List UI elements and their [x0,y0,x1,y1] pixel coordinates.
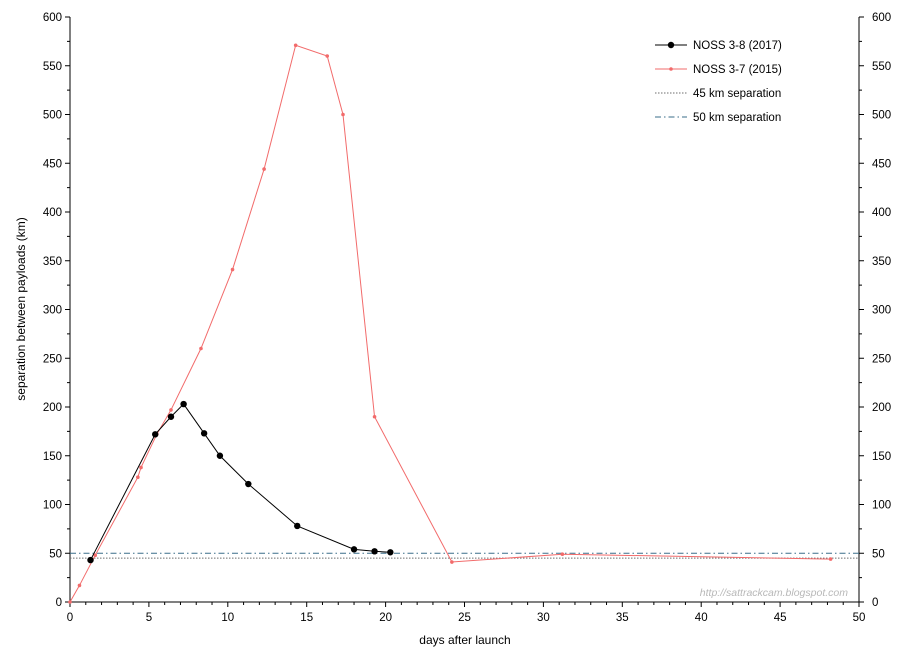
x-tick-label: 5 [146,612,152,624]
series-line [69,44,831,603]
legend-marker [669,67,673,71]
data-point [371,548,378,555]
x-tick-label: 45 [774,612,787,624]
y-tick-label-right: 350 [872,256,891,268]
y-tick-label-right: 50 [872,548,885,560]
legend-label: 50 km separation [693,112,781,124]
data-point [293,43,298,48]
data-point [450,560,454,564]
y-tick-label-right: 250 [872,353,891,365]
y-tick-label-left: 100 [43,500,62,512]
y-tick-label-right: 100 [872,500,891,512]
y-tick-label-left: 200 [43,402,62,414]
y-tick-label-left: 50 [49,548,62,560]
x-tick-label: 20 [379,612,392,624]
y-tick-label-left: 450 [43,158,62,170]
data-point [560,552,565,557]
y-tick-label-right: 450 [872,158,891,170]
y-tick-label-right: 400 [872,207,891,219]
data-point [216,452,224,459]
y-tick-label-left: 250 [43,353,62,365]
y-tick-label-right: 600 [872,12,891,24]
data-point [200,430,208,437]
data-point [152,431,159,438]
x-tick-label: 15 [300,612,313,624]
y-tick-label-left: 0 [56,597,62,609]
y-axis-title: separation between payloads (km) [14,217,28,400]
x-tick-label: 0 [67,612,73,624]
y-tick-label-right: 550 [872,61,891,73]
y-tick-label-right: 0 [872,597,878,609]
y-tick-label-left: 550 [43,61,62,73]
data-point [180,400,187,408]
data-point [139,465,143,470]
data-point [93,553,98,557]
legend-marker [667,41,675,49]
data-point [294,522,301,530]
data-point [230,267,235,272]
x-tick-label: 25 [458,612,471,624]
legend-label: NOSS 3-8 (2017) [693,40,782,52]
data-point [87,556,94,564]
legend-label: NOSS 3-7 (2015) [693,64,782,76]
data-point [169,408,173,412]
legend-label: 45 km separation [693,88,781,100]
y-tick-label-right: 200 [872,402,891,414]
data-point [341,112,345,117]
reference-lines [70,552,859,559]
y-tick-label-right: 500 [872,110,891,122]
data-series [68,43,833,604]
y-tick-label-left: 600 [43,12,62,24]
x-tick-label: 40 [695,612,708,624]
data-point [136,475,140,480]
data-point [167,413,175,420]
y-tick-label-left: 300 [43,305,62,317]
x-axis-title: days after launch [419,633,510,647]
data-point [77,583,82,588]
y-tick-label-right: 300 [872,305,891,317]
data-point [325,54,330,58]
data-point [68,600,72,604]
y-tick-label-left: 350 [43,256,62,268]
data-point [262,167,266,171]
data-point [350,546,358,553]
x-tick-label: 10 [221,612,234,624]
y-tick-label-left: 400 [43,207,62,219]
legend: NOSS 3-8 (2017) NOSS 3-7 (2015) 45 km sepa… [655,40,782,124]
x-tick-label: 35 [616,612,629,624]
data-point [387,549,394,556]
x-tick-label: 30 [537,612,550,624]
data-point [199,346,203,351]
data-point [828,557,833,561]
data-point [245,480,252,488]
y-tick-label-left: 500 [43,110,62,122]
y-tick-label-left: 150 [43,451,62,463]
watermark: http://sattrackcam.blogspot.com [700,587,848,599]
data-point [372,414,377,419]
y-tick-label-right: 150 [872,451,891,463]
x-tick-label: 50 [853,612,866,624]
